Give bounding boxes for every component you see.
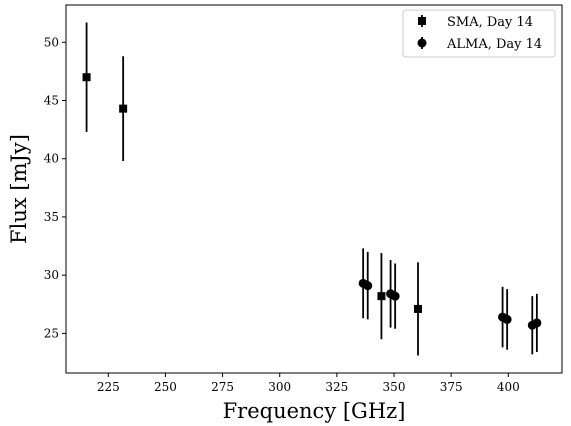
legend-frame	[402, 9, 556, 58]
x-tick-label: 300	[268, 380, 291, 394]
x-tick-label: 400	[497, 380, 520, 394]
data-point-circle	[502, 314, 512, 324]
x-tick-label: 250	[154, 380, 177, 394]
x-tick-label: 225	[97, 380, 120, 394]
series-layer	[82, 22, 542, 356]
x-tick-label: 350	[383, 380, 406, 394]
y-tick-label: 45	[44, 93, 59, 107]
legend-marker	[418, 17, 426, 25]
x-tick-label: 275	[211, 380, 234, 394]
y-tick-label: 30	[44, 268, 59, 282]
data-point-square	[119, 104, 128, 113]
legend: SMA, Day 14 ALMA, Day 14	[402, 9, 556, 58]
x-tick-label: 325	[325, 380, 348, 394]
y-tick-label: 40	[44, 152, 59, 166]
data-point-square	[82, 73, 91, 82]
data-point-circle	[532, 318, 542, 328]
y-tick-label: 25	[44, 326, 59, 340]
data-point-square	[377, 292, 386, 301]
x-axis-label: Frequency [GHz]	[223, 399, 406, 423]
y-tick-label: 50	[44, 35, 59, 49]
x-tick-label: 375	[440, 380, 463, 394]
data-point-circle	[390, 291, 400, 301]
legend-label: ALMA, Day 14	[446, 37, 542, 52]
plot-frame	[65, 4, 563, 374]
data-point-circle	[363, 281, 373, 291]
y-axis-label: Flux [mJy]	[7, 134, 31, 244]
y-tick-label: 35	[44, 210, 59, 224]
legend-marker	[417, 38, 427, 48]
ticks-layer: 225 250 275 300 325 350 375 400 25 30 35 40 45 50	[44, 35, 520, 394]
legend-label: SMA, Day 14	[447, 15, 533, 30]
data-point-square	[414, 304, 422, 313]
